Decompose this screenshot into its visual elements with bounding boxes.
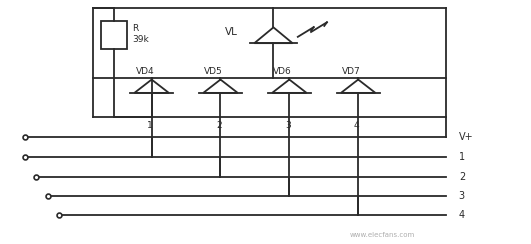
Text: www.elecfans.com: www.elecfans.com [349, 233, 415, 238]
Text: 1: 1 [459, 152, 465, 162]
Text: VD4: VD4 [135, 67, 154, 76]
Text: 1: 1 [148, 121, 153, 130]
Bar [101, 21, 127, 49]
Text: 2: 2 [459, 172, 465, 182]
Text: VD6: VD6 [273, 67, 292, 76]
Text: V+: V+ [459, 132, 474, 142]
Text: 3: 3 [285, 121, 291, 130]
Text: VL: VL [225, 27, 238, 37]
Text: 3: 3 [459, 191, 465, 201]
Text: 4: 4 [459, 210, 465, 220]
Text: 4: 4 [354, 121, 359, 130]
Text: 2: 2 [216, 121, 222, 130]
Text: VD5: VD5 [204, 67, 223, 76]
Text: R
39k: R 39k [132, 24, 149, 44]
Text: VD7: VD7 [342, 67, 361, 76]
